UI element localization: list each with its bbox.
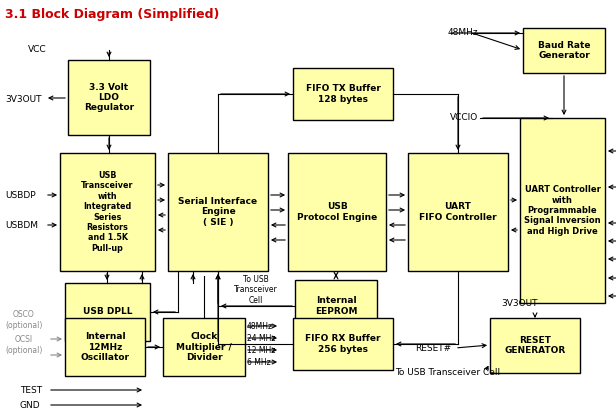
Text: Baud Rate
Generator: Baud Rate Generator: [538, 41, 590, 60]
Bar: [65, 318, 145, 376]
Text: 24 MHz: 24 MHz: [247, 334, 275, 342]
Text: 6 MHz: 6 MHz: [247, 357, 271, 367]
Bar: [65, 283, 150, 341]
Bar: [68, 60, 150, 135]
Text: To USB
Transceiver
Cell: To USB Transceiver Cell: [234, 275, 278, 305]
Text: USB DPLL: USB DPLL: [83, 308, 132, 316]
Bar: [408, 153, 508, 271]
Text: USBDM: USBDM: [5, 220, 38, 230]
Text: TEST: TEST: [20, 385, 42, 395]
Text: UART
FIFO Controller: UART FIFO Controller: [419, 202, 497, 222]
Text: 3V3OUT: 3V3OUT: [5, 96, 41, 104]
Bar: [60, 153, 155, 271]
Text: RESET
GENERATOR: RESET GENERATOR: [505, 336, 565, 355]
Text: VCC: VCC: [28, 46, 47, 54]
Bar: [293, 318, 393, 370]
Text: Clock
Multiplier /
Divider: Clock Multiplier / Divider: [176, 332, 232, 362]
Bar: [523, 28, 605, 73]
Text: FIFO RX Buffer
256 bytes: FIFO RX Buffer 256 bytes: [306, 334, 381, 354]
Text: USB
Transceiver
with
Integrated
Series
Resistors
and 1.5K
Pull-up: USB Transceiver with Integrated Series R…: [81, 171, 134, 253]
Text: 3.3 Volt
LDO
Regulator: 3.3 Volt LDO Regulator: [84, 83, 134, 112]
Text: 3.1 Block Diagram (Simplified): 3.1 Block Diagram (Simplified): [5, 8, 219, 21]
Bar: [490, 318, 580, 373]
Text: FIFO TX Buffer
128 bytes: FIFO TX Buffer 128 bytes: [306, 84, 381, 103]
Text: OCSI
(optional): OCSI (optional): [5, 335, 43, 355]
Text: USB
Protocol Engine: USB Protocol Engine: [297, 202, 377, 222]
Text: Serial Interface
Engine
( SIE ): Serial Interface Engine ( SIE ): [179, 197, 257, 227]
Text: To USB Transceiver Cell: To USB Transceiver Cell: [395, 367, 500, 377]
Text: UART Controller
with
Programmable
Signal Inversion
and High Drive: UART Controller with Programmable Signal…: [524, 185, 601, 236]
Bar: [295, 280, 377, 332]
Text: Internal
12MHz
Oscillator: Internal 12MHz Oscillator: [81, 332, 129, 362]
Text: RESET#: RESET#: [415, 344, 451, 352]
Bar: [288, 153, 386, 271]
Text: 48MHz: 48MHz: [448, 28, 479, 37]
Text: 12 MHz: 12 MHz: [247, 346, 275, 354]
Text: OSCO
(optional): OSCO (optional): [5, 310, 43, 330]
Text: 3V3OUT: 3V3OUT: [502, 298, 538, 308]
Bar: [163, 318, 245, 376]
Text: Internal
EEPROM: Internal EEPROM: [315, 296, 357, 316]
Bar: [520, 118, 605, 303]
Bar: [168, 153, 268, 271]
Text: VCCIO: VCCIO: [450, 114, 478, 122]
Bar: [293, 68, 393, 120]
Text: 48MHz: 48MHz: [247, 321, 273, 331]
Text: USBDP: USBDP: [5, 191, 36, 199]
Text: GND: GND: [20, 401, 41, 409]
